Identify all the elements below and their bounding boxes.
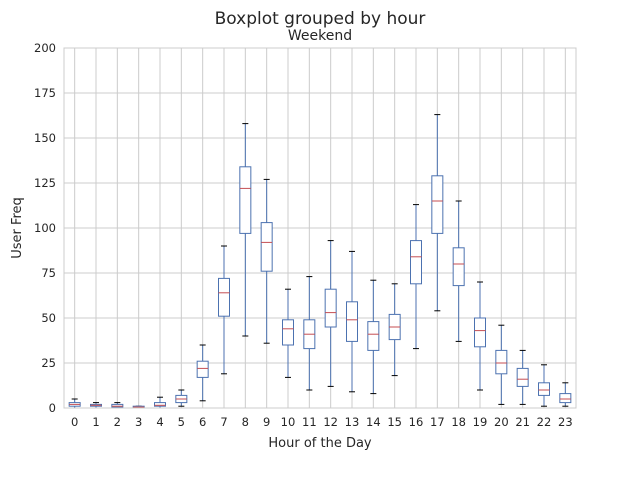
box-iqr — [239, 166, 252, 234]
x-tick-label: 17 — [430, 415, 445, 429]
box-group-hour-23 — [559, 382, 572, 407]
x-tick-label: 1 — [92, 415, 99, 429]
box-group-hour-20 — [495, 324, 508, 405]
y-tick-label: 200 — [34, 41, 56, 55]
box-iqr — [538, 382, 550, 396]
chart-suptitle: Boxplot grouped by hour — [215, 9, 426, 29]
box-group-hour-5 — [175, 389, 188, 407]
plot-frame — [63, 47, 577, 409]
y-tick-label: 100 — [34, 221, 56, 235]
y-tick-label: 175 — [34, 86, 56, 100]
box-group-hour-10 — [282, 288, 294, 378]
box-group-hour-9 — [260, 178, 273, 344]
box-iqr — [196, 360, 209, 378]
box-group-hour-15 — [388, 283, 401, 377]
x-tick-label: 14 — [366, 415, 381, 429]
x-tick-label: 7 — [220, 415, 227, 429]
x-tick-label: 3 — [135, 415, 142, 429]
box-iqr — [431, 175, 444, 234]
chart-title: Weekend — [288, 28, 352, 44]
x-tick-label: 0 — [71, 415, 78, 429]
box-group-hour-1 — [90, 402, 102, 409]
box-group-hour-8 — [239, 123, 252, 337]
x-tick-label: 5 — [178, 415, 185, 429]
y-tick-label: 125 — [34, 176, 56, 190]
box-group-hour-4 — [154, 396, 166, 409]
box-group-hour-18 — [452, 200, 465, 342]
x-tick-label: 19 — [473, 415, 488, 429]
y-tick-label: 25 — [41, 356, 56, 370]
box-group-hour-14 — [367, 279, 380, 395]
box-group-hour-2 — [111, 402, 124, 409]
box-iqr — [474, 317, 486, 348]
box-iqr — [260, 222, 273, 272]
x-tick-label: 18 — [451, 415, 466, 429]
box-iqr — [410, 240, 422, 285]
box-group-hour-21 — [516, 349, 529, 405]
box-iqr — [282, 319, 294, 346]
box-iqr — [324, 288, 337, 328]
x-tick-label: 10 — [281, 415, 296, 429]
x-tick-label: 21 — [515, 415, 530, 429]
x-tick-label: 22 — [537, 415, 552, 429]
box-group-hour-6 — [196, 344, 209, 402]
box-group-hour-7 — [218, 245, 230, 375]
y-tick-label: 150 — [34, 131, 56, 145]
box-group-hour-22 — [538, 364, 550, 407]
box-group-hour-19 — [474, 281, 486, 391]
y-tick-label: 50 — [41, 311, 56, 325]
box-iqr — [218, 277, 230, 317]
box-iqr — [516, 367, 529, 387]
y-tick-label: 75 — [41, 266, 56, 280]
box-iqr — [346, 301, 358, 342]
box-iqr — [559, 393, 572, 404]
y-tick-label: 0 — [49, 401, 56, 415]
box-layer — [68, 114, 572, 409]
x-axis-label: Hour of the Day — [268, 436, 372, 451]
box-iqr — [367, 321, 380, 351]
x-tick-label: 6 — [199, 415, 206, 429]
box-group-hour-12 — [324, 240, 337, 387]
x-tick-label: 20 — [494, 415, 509, 429]
box-iqr — [154, 402, 166, 407]
x-tick-label: 4 — [156, 415, 163, 429]
box-iqr — [452, 247, 465, 287]
x-tick-label: 12 — [323, 415, 338, 429]
x-tick-label: 9 — [263, 415, 270, 429]
x-tick-label: 8 — [242, 415, 249, 429]
box-group-hour-17 — [431, 114, 444, 312]
y-axis-label: User Freq — [10, 197, 25, 259]
x-tick-label: 13 — [345, 415, 360, 429]
x-tick-label: 11 — [302, 415, 317, 429]
box-iqr — [495, 349, 508, 375]
x-tick-label: 15 — [387, 415, 402, 429]
box-group-hour-13 — [346, 250, 358, 393]
box-group-hour-11 — [303, 276, 316, 391]
x-tick-label: 16 — [409, 415, 424, 429]
box-group-hour-0 — [68, 398, 81, 409]
box-group-hour-16 — [410, 204, 422, 350]
x-tick-label: 2 — [114, 415, 121, 429]
x-tick-label: 23 — [558, 415, 573, 429]
